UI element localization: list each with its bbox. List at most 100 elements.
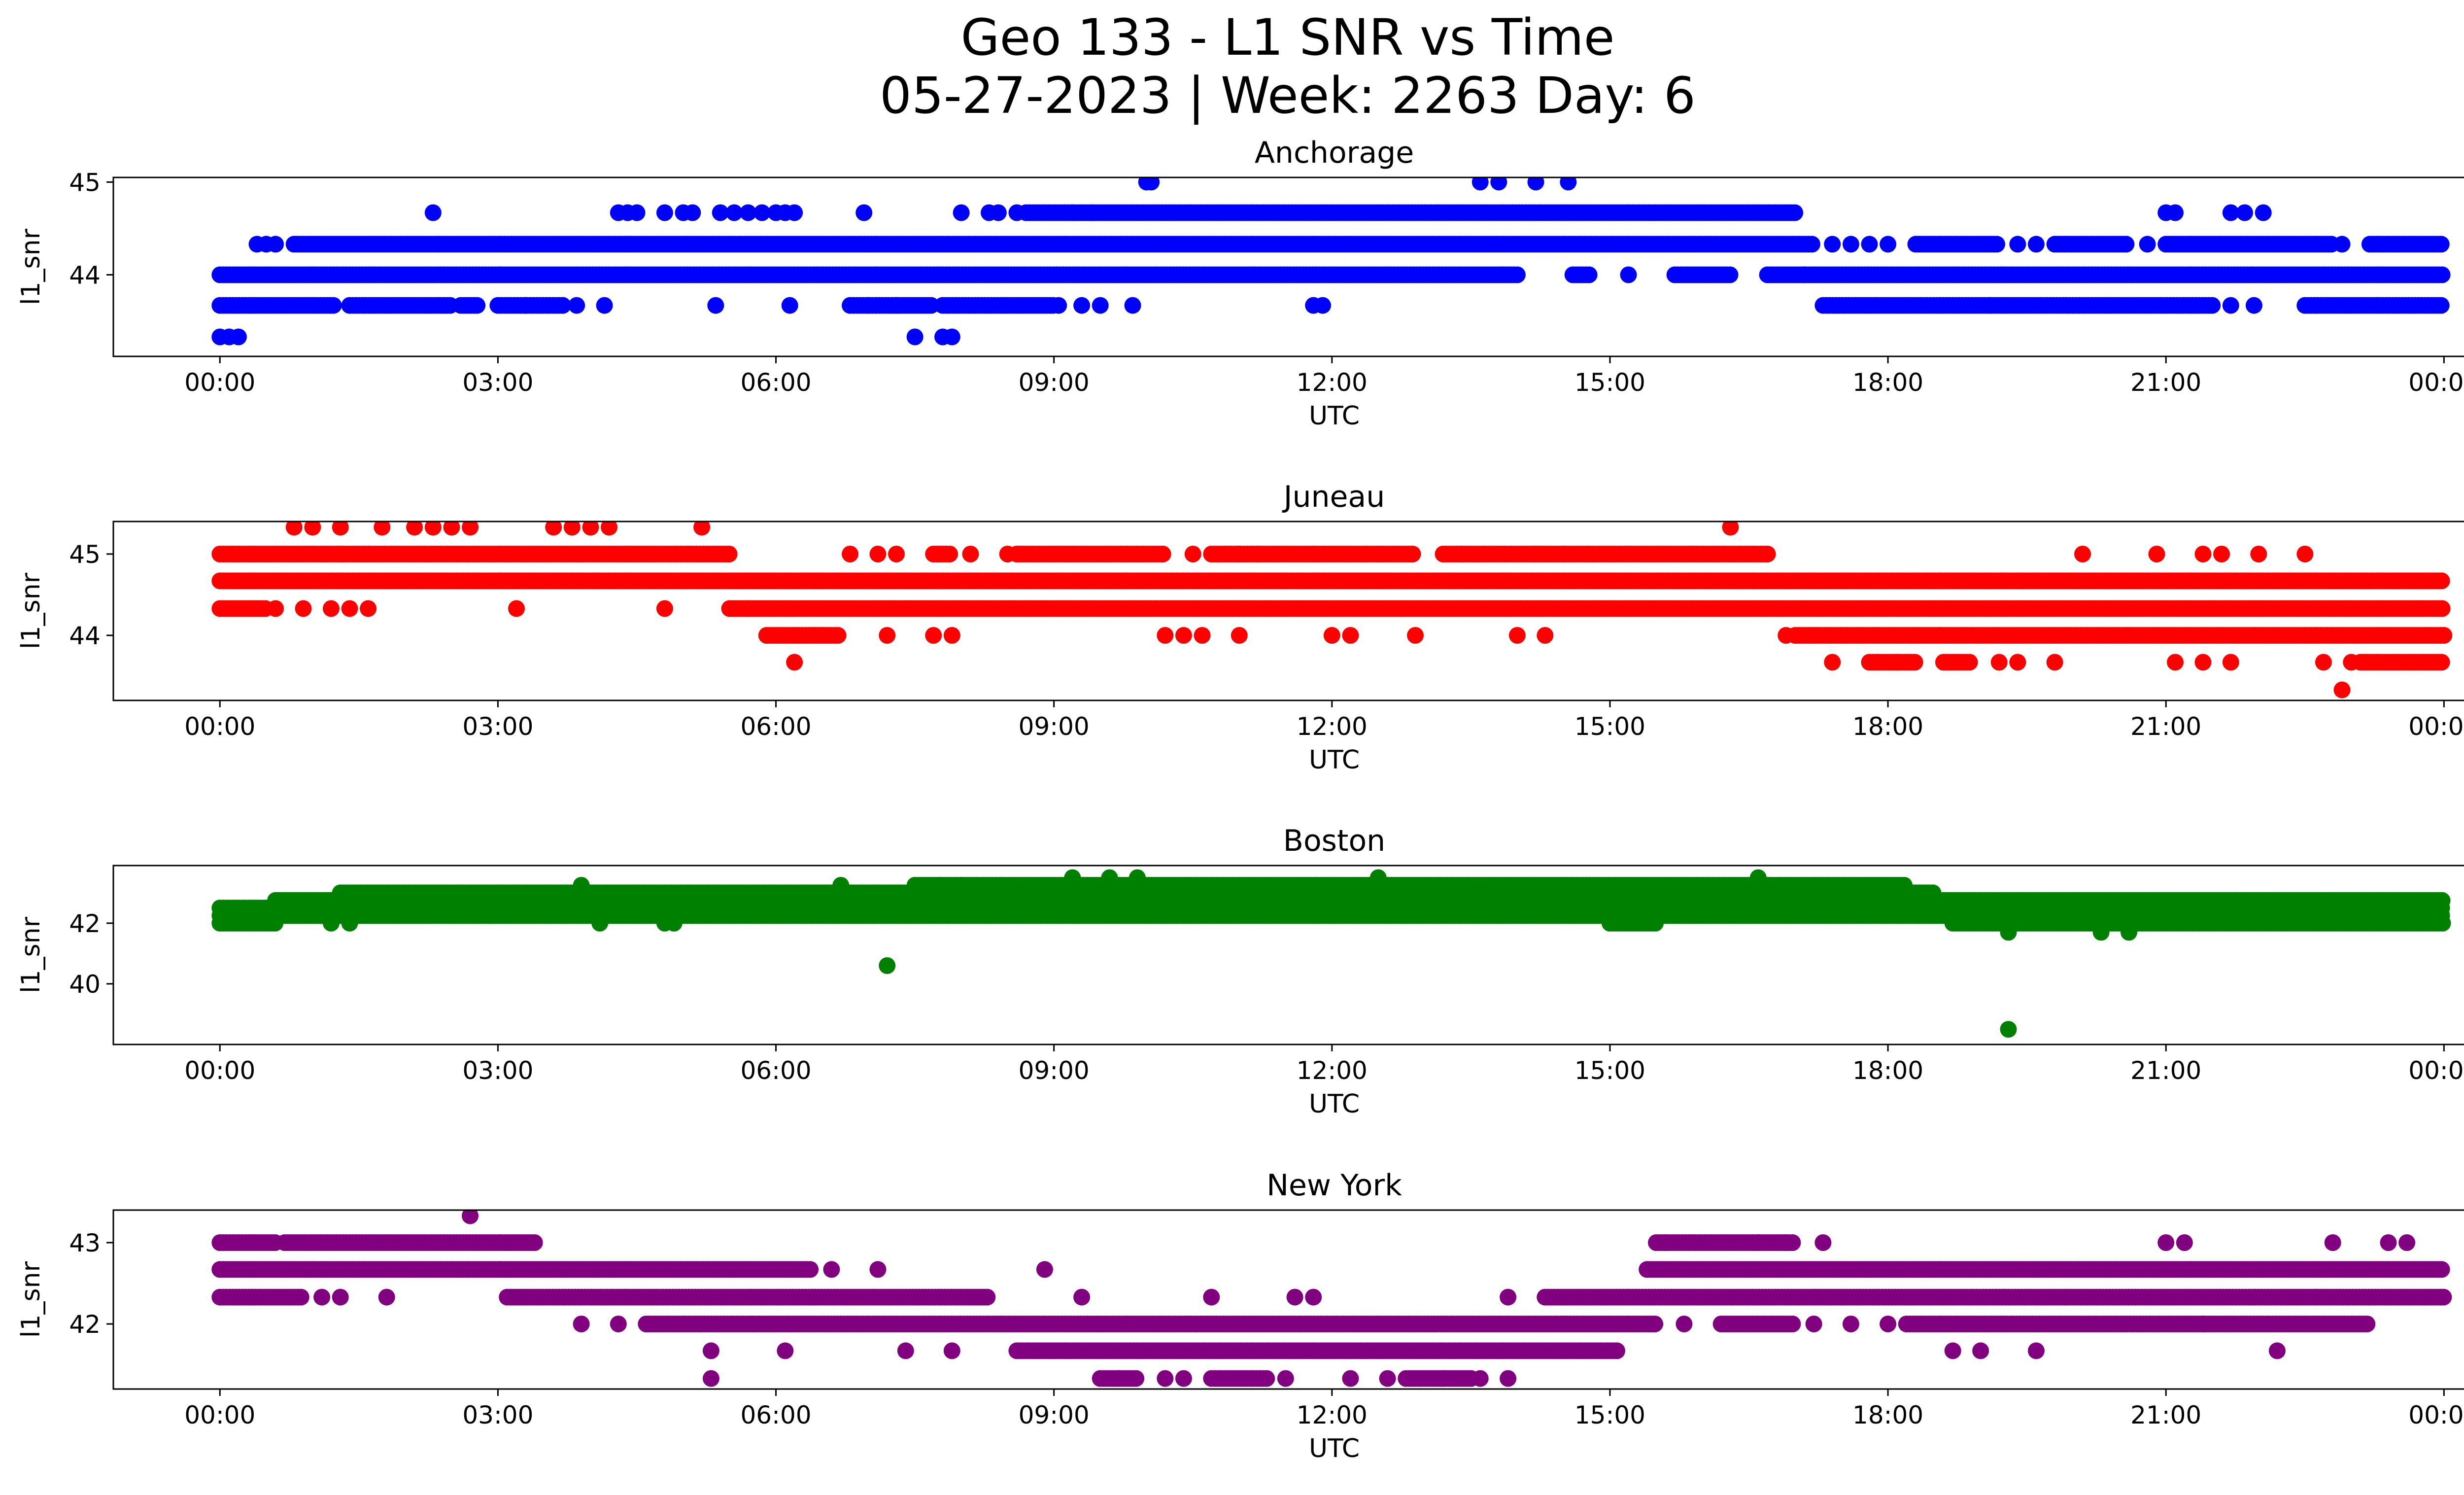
figure-title-line-2: 05-27-2023 | Week: 2263 Day: 6 bbox=[880, 67, 1696, 125]
data-point bbox=[684, 204, 701, 221]
x-tick-label: 09:00 bbox=[1019, 712, 1090, 741]
data-point bbox=[1143, 177, 1160, 191]
x-tick-label: 09:00 bbox=[1019, 368, 1090, 397]
data-point bbox=[2139, 236, 2156, 253]
data-point bbox=[267, 236, 284, 253]
x-tick-label: 18:00 bbox=[1852, 368, 1923, 397]
x-tick-label: 06:00 bbox=[740, 712, 811, 741]
data-point bbox=[953, 204, 970, 221]
x-tick-label: 00:00 bbox=[184, 368, 255, 397]
data-point bbox=[1314, 297, 1331, 314]
data-point bbox=[2148, 546, 2165, 562]
data-point bbox=[1154, 546, 1171, 562]
data-point bbox=[304, 522, 321, 536]
data-point bbox=[1124, 297, 1141, 314]
data-point bbox=[1044, 297, 1061, 314]
data-point bbox=[2074, 546, 2091, 562]
data-point bbox=[725, 204, 743, 221]
data-point bbox=[925, 627, 942, 644]
y-tick-label: 45 bbox=[69, 168, 101, 197]
x-tick-label: 03:00 bbox=[462, 712, 533, 741]
data-point bbox=[1786, 204, 1804, 221]
data-point bbox=[2433, 654, 2450, 671]
data-point bbox=[943, 627, 960, 644]
data-point bbox=[1842, 236, 1859, 253]
data-point bbox=[1759, 546, 1776, 562]
x-axis-label: UTC bbox=[1309, 745, 1360, 775]
data-point bbox=[1194, 627, 1211, 644]
data-point bbox=[656, 204, 673, 221]
data-point bbox=[2194, 546, 2212, 562]
data-point bbox=[2245, 297, 2262, 314]
data-point bbox=[332, 522, 349, 536]
data-point bbox=[941, 546, 958, 562]
data-point bbox=[2204, 297, 2221, 314]
data-point bbox=[1184, 546, 1201, 562]
data-point bbox=[469, 297, 486, 314]
data-point bbox=[360, 600, 377, 617]
data-point bbox=[707, 297, 724, 314]
data-point bbox=[424, 522, 442, 536]
data-point bbox=[693, 522, 711, 536]
data-point bbox=[1508, 627, 1526, 644]
data-point bbox=[1861, 236, 1878, 253]
data-point bbox=[462, 522, 479, 536]
data-point bbox=[374, 522, 391, 536]
data-point bbox=[1231, 627, 1248, 644]
data-point bbox=[596, 297, 613, 314]
data-point bbox=[508, 600, 525, 617]
figure-title-line-1: Geo 133 - L1 SNR vs Time bbox=[960, 8, 1615, 67]
data-point bbox=[443, 522, 460, 536]
subplot-title: Anchorage bbox=[1255, 136, 1414, 170]
data-point bbox=[322, 600, 340, 617]
data-point bbox=[1560, 177, 1577, 191]
data-point bbox=[2009, 654, 2026, 671]
data-point bbox=[601, 522, 617, 536]
data-point bbox=[740, 204, 757, 221]
data-point bbox=[1490, 177, 1507, 191]
data-point bbox=[879, 627, 896, 644]
data-point bbox=[2236, 204, 2253, 221]
x-tick-label: 00:00 bbox=[2408, 712, 2464, 741]
data-point bbox=[406, 522, 423, 536]
data-point bbox=[2250, 546, 2267, 562]
data-point bbox=[628, 204, 646, 221]
x-tick-label: 18:00 bbox=[1852, 712, 1923, 741]
data-point bbox=[341, 600, 358, 617]
data-point bbox=[295, 600, 312, 617]
x-tick-label: 12:00 bbox=[1297, 368, 1368, 397]
data-point bbox=[2333, 681, 2351, 698]
subplot-title: Juneau bbox=[1282, 480, 1385, 514]
x-tick-label: 21:00 bbox=[2130, 712, 2201, 741]
y-tick-label: 45 bbox=[69, 540, 101, 569]
data-point bbox=[753, 204, 771, 221]
data-points bbox=[211, 869, 2451, 1038]
data-point bbox=[1722, 522, 1739, 536]
data-point bbox=[2323, 236, 2340, 253]
data-point bbox=[869, 546, 887, 562]
data-point bbox=[1508, 266, 1526, 283]
data-point bbox=[2009, 236, 2026, 253]
data-point bbox=[1323, 627, 1340, 644]
data-point bbox=[1988, 236, 2005, 253]
x-tick-label: 12:00 bbox=[1297, 712, 1368, 741]
data-point bbox=[2433, 266, 2451, 283]
x-tick-label: 15:00 bbox=[1574, 712, 1645, 741]
data-point bbox=[2296, 546, 2314, 562]
data-point bbox=[545, 522, 562, 536]
axes-frame bbox=[112, 521, 2464, 701]
axes-frame bbox=[112, 176, 2464, 357]
data-point bbox=[2432, 297, 2450, 314]
data-point bbox=[1620, 266, 1637, 283]
data-point bbox=[1824, 654, 1841, 671]
subplot-juneau: Juneau 00:00 03:00 06:00 09:00 12:00 15:00 18:0… bbox=[16, 480, 2464, 775]
data-point bbox=[943, 328, 960, 346]
y-tick-label: 44 bbox=[69, 261, 101, 289]
y-tick-label: 44 bbox=[69, 622, 101, 650]
data-point bbox=[842, 546, 858, 562]
data-point bbox=[888, 546, 905, 562]
data-point bbox=[325, 297, 342, 314]
x-axis-label: UTC bbox=[1309, 401, 1360, 431]
